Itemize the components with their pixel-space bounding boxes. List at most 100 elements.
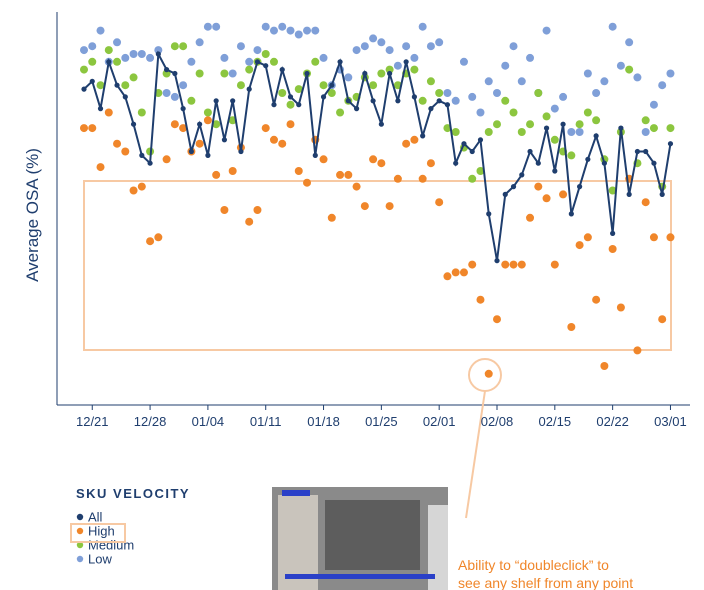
point xyxy=(81,87,86,92)
point xyxy=(204,109,212,117)
point xyxy=(214,98,219,103)
point xyxy=(412,94,417,99)
point xyxy=(668,141,673,146)
point xyxy=(600,362,608,370)
point xyxy=(501,97,509,105)
point xyxy=(328,214,336,222)
point xyxy=(494,258,499,263)
point xyxy=(172,71,177,76)
point xyxy=(245,66,253,74)
point xyxy=(237,81,245,89)
point xyxy=(154,233,162,241)
point xyxy=(560,122,565,127)
point xyxy=(551,136,559,144)
point xyxy=(503,192,508,197)
point xyxy=(238,149,243,154)
point xyxy=(270,27,278,35)
point xyxy=(419,23,427,31)
point xyxy=(222,137,227,142)
point xyxy=(80,124,88,132)
point xyxy=(369,81,377,89)
point xyxy=(486,211,491,216)
point xyxy=(204,23,212,31)
point xyxy=(585,157,590,162)
series-line xyxy=(84,54,670,261)
point xyxy=(121,148,129,156)
point xyxy=(287,101,295,109)
point xyxy=(427,159,435,167)
x-tick-label: 02/22 xyxy=(596,414,629,429)
point xyxy=(196,70,204,78)
point xyxy=(105,46,113,54)
point xyxy=(387,71,392,76)
point xyxy=(114,83,119,88)
point xyxy=(278,23,286,31)
point xyxy=(171,93,179,101)
point xyxy=(377,70,385,78)
point xyxy=(617,304,625,312)
point xyxy=(105,109,113,117)
point xyxy=(461,141,466,146)
point xyxy=(650,101,658,109)
point xyxy=(253,206,261,214)
point xyxy=(617,62,625,70)
point xyxy=(592,296,600,304)
point xyxy=(304,71,309,76)
point xyxy=(320,155,328,163)
point xyxy=(262,124,270,132)
point xyxy=(468,93,476,101)
point xyxy=(534,89,542,97)
point xyxy=(205,153,210,158)
point xyxy=(519,172,524,177)
point xyxy=(543,112,551,120)
point xyxy=(526,214,534,222)
point xyxy=(138,50,146,58)
point xyxy=(130,73,138,81)
point xyxy=(262,50,270,58)
point xyxy=(163,155,171,163)
point xyxy=(567,128,575,136)
point xyxy=(518,261,526,269)
point xyxy=(262,23,270,31)
point xyxy=(600,77,608,85)
point xyxy=(138,183,146,191)
point xyxy=(428,106,433,111)
point xyxy=(658,81,666,89)
point xyxy=(88,124,96,132)
point xyxy=(452,268,460,276)
point xyxy=(361,42,369,50)
point xyxy=(410,54,418,62)
point xyxy=(427,42,435,50)
x-tick-label: 02/08 xyxy=(481,414,514,429)
point xyxy=(394,62,402,70)
x-tick-label: 02/01 xyxy=(423,414,456,429)
x-tick-label: 12/28 xyxy=(134,414,167,429)
annotation: see any shelf from any point xyxy=(458,575,633,590)
x-tick-label: 01/18 xyxy=(307,414,340,429)
point xyxy=(460,268,468,276)
point xyxy=(271,102,276,107)
thumbnail-tag xyxy=(282,490,310,496)
point xyxy=(610,231,615,236)
point xyxy=(518,128,526,136)
point xyxy=(627,192,632,197)
point xyxy=(346,98,351,103)
point xyxy=(220,206,228,214)
point xyxy=(625,38,633,46)
point xyxy=(445,102,450,107)
point xyxy=(543,27,551,35)
point xyxy=(402,140,410,148)
point xyxy=(493,89,501,97)
x-tick-label: 12/21 xyxy=(76,414,109,429)
point xyxy=(410,66,418,74)
point xyxy=(130,50,138,58)
point xyxy=(164,67,169,72)
point xyxy=(245,218,253,226)
point xyxy=(278,140,286,148)
point xyxy=(420,133,425,138)
x-tick-label: 02/15 xyxy=(539,414,572,429)
point xyxy=(197,122,202,127)
chart: Average OSA (%) Ability to “doubleclick”… xyxy=(0,0,704,590)
point xyxy=(353,183,361,191)
point xyxy=(544,126,549,131)
